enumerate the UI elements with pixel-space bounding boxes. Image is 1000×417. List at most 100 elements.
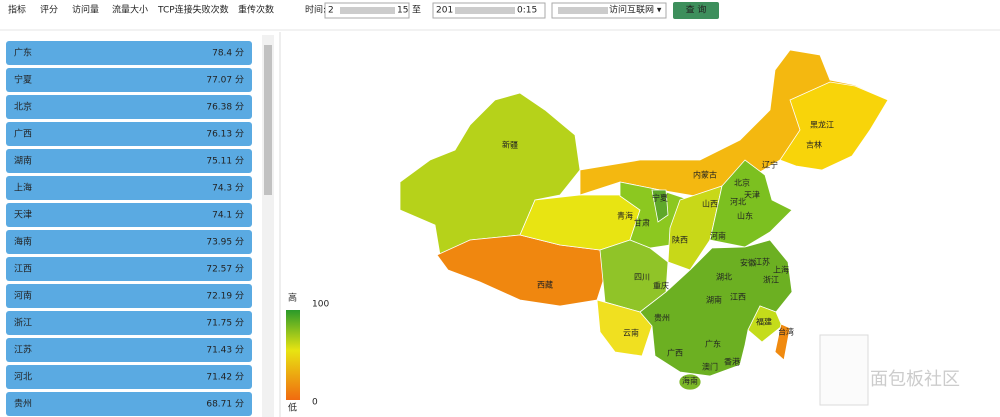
map-label: 贵州	[654, 313, 670, 323]
score: 77.07 分	[206, 75, 244, 86]
blur	[558, 7, 608, 14]
map-label: 海南	[682, 376, 698, 386]
legend-bar	[286, 310, 300, 400]
tab[interactable]: 流量大小	[112, 4, 148, 16]
list-row[interactable]	[6, 311, 252, 335]
province-name: 天津	[14, 210, 32, 221]
map-label: 湖南	[706, 295, 722, 305]
start-head: 2	[328, 6, 334, 16]
region	[774, 323, 791, 361]
tab[interactable]: 指标	[8, 4, 26, 16]
score: 73.95 分	[206, 237, 244, 248]
scroll-thumb[interactable]	[264, 45, 272, 195]
map-label: 安徽	[740, 258, 756, 268]
low: 低	[288, 402, 297, 414]
province-name: 江苏	[14, 344, 32, 356]
region	[678, 373, 702, 391]
list-row[interactable]	[6, 284, 252, 308]
region	[436, 234, 606, 307]
list-row[interactable]	[6, 230, 252, 254]
list-row[interactable]	[6, 176, 252, 200]
province-name: 贵州	[14, 398, 32, 410]
map-label: 广西	[667, 348, 683, 358]
map-label: 台湾	[778, 327, 794, 337]
map-label: 湖北	[716, 273, 732, 282]
map-label: 新疆	[502, 140, 518, 150]
high: 高	[288, 292, 297, 304]
map-label: 四川	[634, 273, 650, 282]
map	[399, 49, 889, 391]
list-row[interactable]	[6, 365, 252, 389]
map-label: 重庆	[653, 281, 669, 291]
map-label: 河北	[730, 197, 746, 207]
map-label: 上海	[773, 265, 789, 275]
score: 78.4 分	[212, 48, 244, 59]
blur	[455, 7, 515, 14]
map-label: 内蒙古	[693, 170, 717, 180]
min: 0	[312, 398, 318, 408]
dropdown[interactable]	[551, 2, 667, 19]
list-row[interactable]	[6, 122, 252, 146]
score: 68.71 分	[206, 399, 244, 410]
map-label: 河南	[710, 231, 726, 241]
map-label: 辽宁	[762, 160, 778, 170]
map-label: 云南	[623, 328, 639, 338]
map-label: 吉林	[806, 140, 822, 150]
list-row[interactable]	[6, 41, 252, 65]
tab[interactable]: 评分	[40, 5, 58, 16]
map-label: 山东	[737, 211, 753, 221]
map-label: 江西	[730, 293, 746, 302]
map-label: 北京	[734, 178, 750, 188]
province-name: 宁夏	[14, 74, 32, 86]
map-label: 广东	[705, 339, 721, 349]
province-name: 湖南	[14, 155, 32, 167]
map-label: 黑龙江	[810, 120, 834, 130]
province-name: 江西	[14, 264, 32, 275]
query-button[interactable]	[673, 2, 719, 19]
score: 72.57 分	[206, 264, 244, 275]
max: 100	[312, 300, 329, 310]
list-row[interactable]	[6, 203, 252, 227]
region	[779, 81, 889, 171]
province-name: 广西	[14, 128, 32, 140]
time-label: 时间:	[305, 4, 326, 16]
map-label: 江苏	[754, 257, 770, 267]
tab[interactable]: TCP连接失败次数	[157, 4, 229, 16]
list-row[interactable]	[6, 95, 252, 119]
score: 74.3 分	[212, 183, 244, 194]
map-label: 澳门	[702, 362, 718, 372]
tab[interactable]: 访问量	[72, 4, 99, 16]
province-name: 北京	[14, 101, 32, 113]
blur	[340, 7, 395, 14]
map-label: 西藏	[537, 280, 553, 290]
list-row[interactable]	[6, 68, 252, 92]
province-name: 浙江	[14, 317, 32, 329]
to-label: 至	[412, 5, 421, 16]
list-row[interactable]	[6, 149, 252, 173]
score: 71.75 分	[206, 318, 244, 329]
map-label: 青海	[617, 211, 633, 221]
tab[interactable]: 重传次数	[238, 4, 274, 16]
score: 71.42 分	[206, 372, 244, 383]
watermark-logo	[819, 334, 869, 406]
watermark: 面包板社区	[870, 369, 960, 390]
score: 74.1 分	[212, 210, 244, 221]
list-row[interactable]	[6, 257, 252, 281]
map-label: 福建	[756, 317, 772, 327]
region	[709, 159, 793, 248]
region	[747, 305, 783, 343]
province-name: 海南	[14, 236, 32, 248]
start-tail: 15	[397, 6, 408, 16]
list-row[interactable]	[6, 392, 252, 416]
list-row[interactable]	[6, 338, 252, 362]
map-label: 天津	[744, 190, 760, 200]
map-label: 宁夏	[652, 193, 668, 203]
dropdown: 访问互联网 ▾	[609, 4, 662, 16]
province-name: 上海	[14, 182, 32, 194]
end-tail: 0:15	[517, 6, 537, 16]
score: 71.43 分	[206, 345, 244, 356]
score: 75.11 分	[206, 156, 244, 167]
map-label: 陕西	[672, 235, 688, 245]
end-head: 201	[436, 6, 453, 16]
